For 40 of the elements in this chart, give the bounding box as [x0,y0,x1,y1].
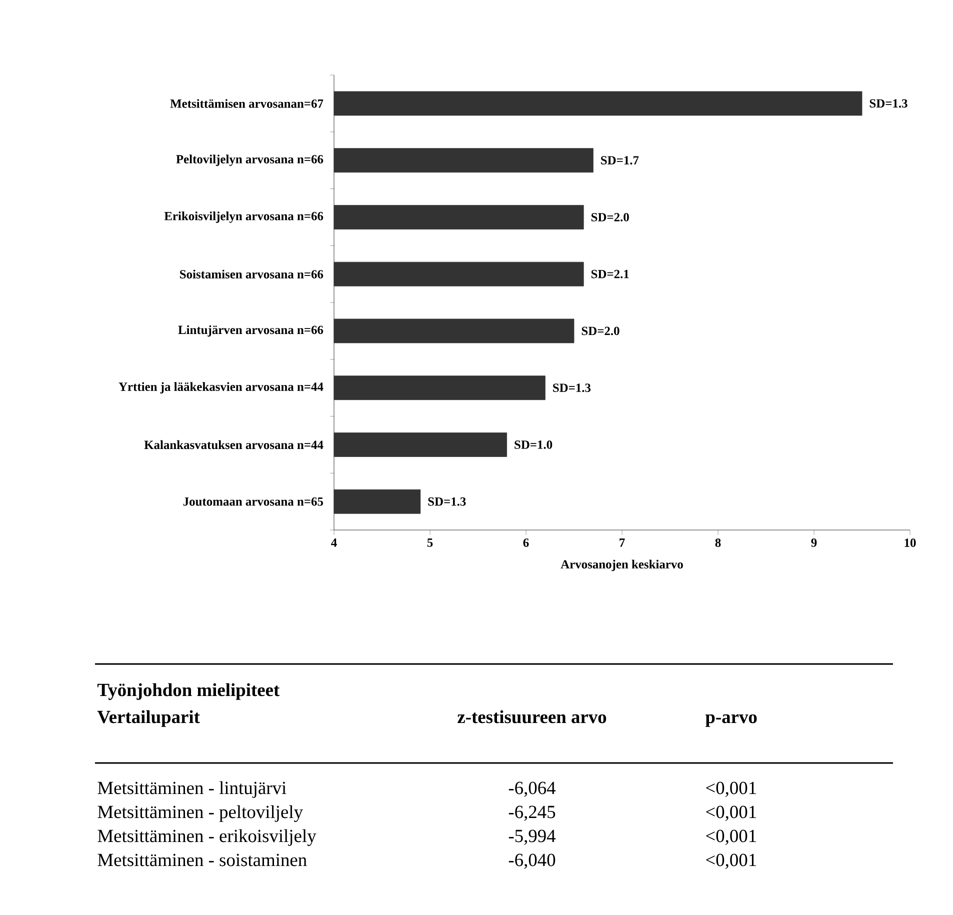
y-tick-label: Joutomaan arvosana n=65 [183,497,323,506]
x-tick-label: 7 [620,538,625,547]
y-tick-label: Metsittämisen arvosanan=67 [170,99,324,108]
text: p-arvo [705,714,757,727]
y-tick-label: Yrttien ja lääkekasvien arvosana n=44 [118,382,324,394]
x-tick-label: 5 [427,538,433,547]
text: Työnjohdon mielipiteet [97,683,280,700]
annotation: SD=1.3 [870,99,908,108]
x-tick-label: 10 [904,538,916,547]
annotation: SD=1.3 [553,384,591,392]
annotation: SD=2.1 [591,270,629,278]
text: <0,001 [706,854,756,869]
y-tick-label: Soistamisen arvosana n=66 [180,270,324,278]
text: <0,001 [706,782,756,797]
text: z-testisuureen arvo [458,710,606,724]
text: Metsittäminen - soistaminen [98,854,307,866]
text: -5,994 [508,830,556,845]
text: -6,064 [508,782,556,797]
annotation: SD=1.0 [514,440,552,449]
text: -6,040 [508,854,556,869]
x-tick-label: 4 [331,538,337,547]
text: -6,245 [508,806,556,821]
y-tick-label: Kalankasvatuksen arvosana n=44 [144,440,324,450]
y-tick-label: Lintujärven arvosana n=66 [178,325,324,337]
text: Metsittäminen - peltoviljely [98,805,303,822]
text: <0,001 [706,806,756,821]
annotation: SD=1.3 [428,497,466,506]
x-axis-title: Arvosanojen keskiarvo [560,560,683,572]
annotation: SD=1.7 [601,156,639,165]
text: Metsittäminen - lintujärvi [98,781,286,798]
annotation: SD=2.0 [582,326,620,336]
text: Vertailuparit [97,710,200,727]
y-tick-label: Peltoviljelyn arvosana n=66 [176,154,324,166]
y-tick-label: Erikoisviljelyn arvosana n=66 [164,212,324,223]
text: Metsittäminen - erikoisviljely [98,829,316,846]
annotation: SD=2.0 [591,212,629,222]
x-tick-label: 8 [715,538,721,547]
text: <0,001 [706,830,756,845]
x-tick-label: 6 [523,538,529,547]
x-tick-label: 9 [811,538,817,547]
